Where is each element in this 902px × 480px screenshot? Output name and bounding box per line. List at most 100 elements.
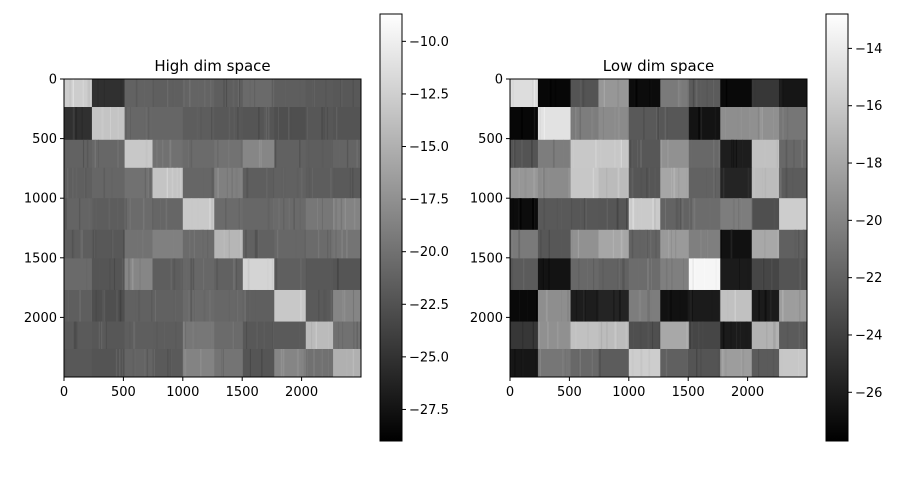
heatmap-texture (211, 167, 214, 199)
heatmap-texture (338, 321, 340, 349)
heatmap-cell (510, 321, 539, 350)
heatmap-texture (329, 348, 331, 377)
heatmap-texture (91, 289, 92, 322)
heatmap-cell (242, 348, 275, 378)
heatmap-texture (578, 258, 580, 290)
heatmap-texture (518, 229, 521, 259)
heatmap-texture (691, 139, 693, 168)
heatmap-cell (152, 321, 184, 350)
heatmap-texture (237, 79, 240, 108)
heatmap-texture (763, 258, 765, 290)
y-tick-label: 2000 (24, 311, 57, 326)
heatmap-texture (235, 167, 237, 199)
heatmap-texture (780, 348, 783, 377)
heatmap-texture (715, 258, 717, 290)
heatmap-cell (242, 258, 275, 291)
heatmap-texture (764, 229, 766, 259)
heatmap-texture (323, 107, 325, 140)
heatmap-cell (628, 321, 661, 350)
heatmap-texture (330, 139, 332, 168)
heatmap-texture (170, 258, 172, 290)
heatmap-texture (748, 167, 750, 199)
heatmap-texture (569, 79, 571, 108)
heatmap-texture (203, 289, 206, 322)
heatmap-texture (278, 198, 280, 230)
heatmap-texture (773, 348, 776, 377)
heatmap-texture (122, 229, 124, 259)
heatmap-texture (256, 229, 258, 259)
heatmap-texture (700, 229, 702, 259)
heatmap-cell (182, 348, 215, 378)
heatmap-cell (628, 229, 661, 259)
heatmap-texture (556, 321, 559, 349)
low-dim-panel: Low dim space 0 500 1000 1500 2000 0 500 1000 1… (470, 13, 882, 442)
heatmap-cell (779, 321, 808, 350)
heatmap-cell (779, 289, 808, 322)
heatmap-texture (575, 321, 577, 349)
heatmap-texture (777, 229, 779, 259)
heatmap-texture (136, 289, 137, 322)
heatmap-cell (598, 139, 630, 169)
heatmap-texture (293, 198, 295, 230)
heatmap-cell (242, 79, 275, 108)
heatmap-cell (242, 321, 275, 350)
heatmap-texture (513, 139, 514, 168)
heatmap-texture (758, 289, 760, 322)
heatmap-texture (548, 229, 550, 259)
heatmap-texture (635, 79, 638, 108)
heatmap-texture (774, 321, 776, 349)
heatmap-texture (263, 321, 265, 349)
heatmap-texture (698, 321, 700, 349)
heatmap-cell (152, 107, 184, 141)
heatmap-texture (512, 79, 514, 108)
heatmap-texture (146, 107, 148, 140)
heatmap-texture (285, 79, 286, 108)
heatmap-texture (696, 348, 698, 377)
heatmap-texture (671, 167, 673, 199)
heatmap-texture (719, 289, 721, 322)
heatmap-texture (606, 198, 608, 230)
heatmap-texture (336, 258, 339, 290)
heatmap-cell (779, 79, 808, 108)
heatmap-texture (740, 348, 742, 377)
heatmap-texture (87, 79, 89, 108)
heatmap-texture (166, 167, 168, 199)
heatmap-texture (142, 229, 144, 259)
heatmap-texture (665, 198, 666, 230)
heatmap-texture (356, 321, 358, 349)
heatmap-texture (172, 229, 175, 259)
heatmap-cell (510, 289, 539, 322)
heatmap-texture (533, 198, 536, 230)
heatmap-texture (98, 139, 99, 168)
heatmap-texture (77, 321, 79, 349)
heatmap-texture (711, 289, 713, 322)
heatmap-texture (95, 198, 97, 230)
heatmap-texture (296, 167, 299, 199)
heatmap-texture (353, 321, 355, 349)
heatmap-texture (633, 198, 635, 230)
heatmap-texture (686, 321, 688, 349)
heatmap-texture (112, 229, 114, 259)
heatmap-texture (672, 79, 674, 108)
heatmap-texture (657, 107, 659, 140)
heatmap-texture (144, 79, 145, 108)
heatmap-texture (652, 321, 654, 349)
heatmap-texture (261, 348, 263, 377)
heatmap-cell (510, 229, 539, 259)
heatmap-cell (510, 348, 539, 378)
heatmap-texture (93, 229, 96, 259)
heatmap-cell (91, 167, 125, 199)
heatmap-texture (639, 229, 641, 259)
heatmap-texture (321, 107, 323, 140)
heatmap-texture (583, 79, 586, 108)
heatmap-cell (537, 321, 571, 350)
heatmap-texture (529, 167, 532, 199)
heatmap-cell (720, 167, 753, 199)
heatmap-texture (680, 79, 682, 108)
heatmap-texture (682, 198, 684, 230)
heatmap-texture (95, 289, 98, 322)
heatmap-texture (335, 198, 338, 230)
heatmap-texture (667, 289, 669, 322)
heatmap-cell (91, 198, 125, 231)
heatmap-texture (183, 79, 185, 108)
